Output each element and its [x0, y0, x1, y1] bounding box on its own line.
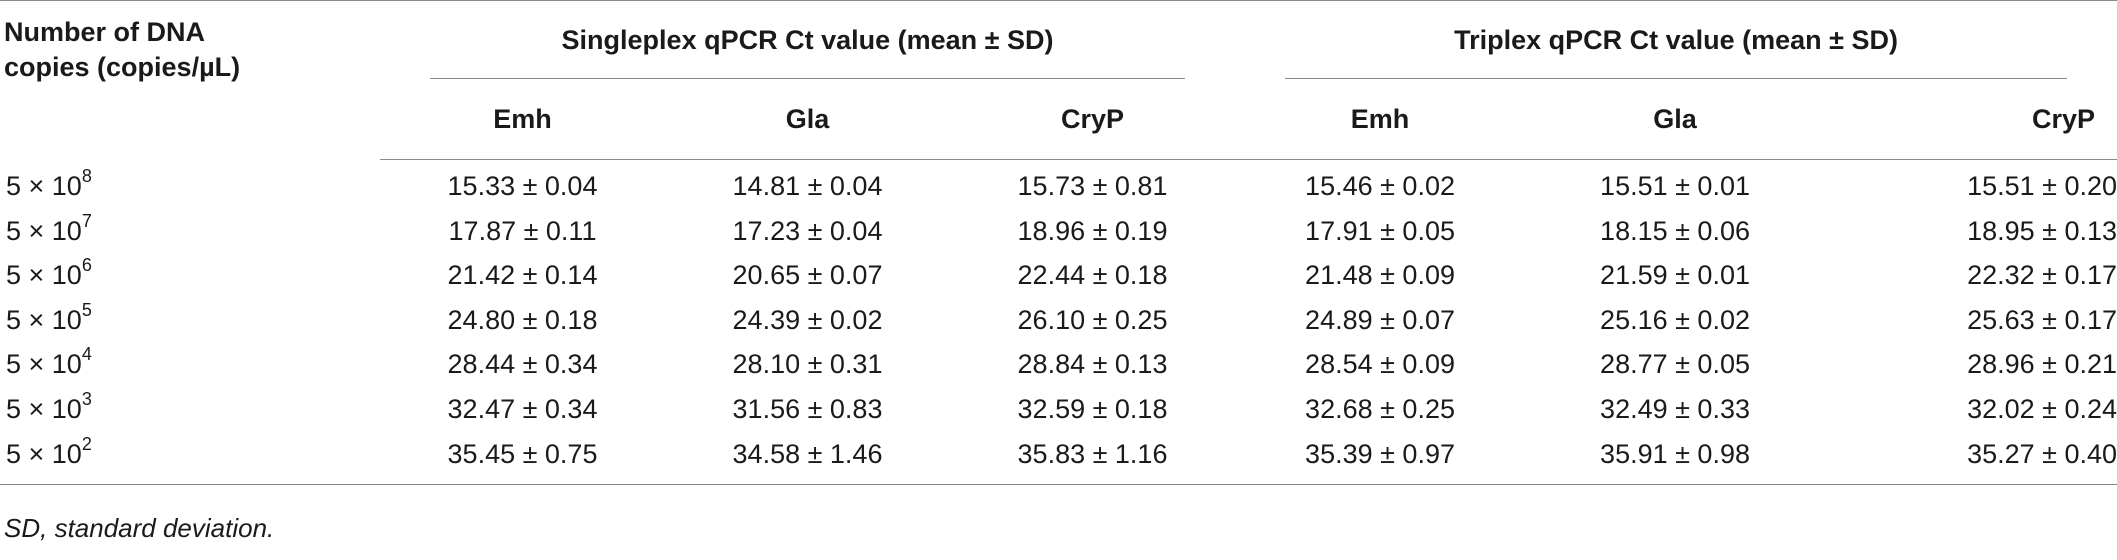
row-dna-copies: 5 × 103: [0, 387, 380, 432]
ct-value-cell: 28.44 ± 0.34: [447, 349, 598, 380]
ct-value-cell: 35.39 ± 0.97: [1305, 438, 1455, 469]
header-triplex-cryp: CryP: [1825, 79, 2117, 160]
ct-value-cell: 25.16 ± 0.02: [1600, 304, 1750, 335]
ct-value-cell: 32.59 ± 0.18: [1017, 394, 1168, 425]
ct-value-cell: 34.58 ± 1.46: [732, 438, 883, 469]
ct-value-cell: 35.91 ± 0.98: [1600, 438, 1750, 469]
ct-value-cell: 21.48 ± 0.09: [1305, 260, 1455, 291]
row-dna-copies: 5 × 105: [0, 298, 380, 343]
row-dna-copies: 5 × 108: [0, 160, 380, 209]
ct-value-cell: 28.77 ± 0.05: [1600, 349, 1750, 380]
ct-value-cell: 21.59 ± 0.01: [1600, 260, 1750, 291]
table-row: 5 × 104 28.44 ± 0.34 28.10 ± 0.31 28.84 ± 0…: [0, 342, 2117, 387]
copies-exponent: 2: [81, 433, 92, 454]
ct-value-cell: 18.15 ± 0.06: [1600, 215, 1750, 246]
header-triplex-label: Triplex qPCR Ct value (mean ± SD): [1454, 24, 1898, 55]
ct-value-cell: 21.42 ± 0.14: [447, 260, 598, 291]
ct-value-cell: 24.39 ± 0.02: [732, 304, 883, 335]
ct-value-cell: 28.84 ± 0.13: [1017, 349, 1168, 380]
ct-value-cell: 35.83 ± 1.16: [1017, 438, 1168, 469]
ct-value-cell: 32.02 ± 0.24: [1967, 394, 2117, 425]
ct-value-cell: 15.46 ± 0.02: [1305, 171, 1455, 202]
table-bottom-rule: [0, 476, 2117, 486]
ct-value-cell: 24.89 ± 0.07: [1305, 304, 1455, 335]
header-singleplex-label: Singleplex qPCR Ct value (mean ± SD): [561, 24, 1054, 55]
ct-value-table: Number of DNA copies (copies/µL) Singlep…: [0, 0, 2117, 486]
ct-value-cell: 28.96 ± 0.21: [1967, 349, 2117, 380]
header-triplex-group: Triplex qPCR Ct value (mean ± SD): [1235, 0, 2117, 79]
copies-exponent: 6: [81, 255, 92, 276]
ct-value-cell: 15.33 ± 0.04: [447, 171, 598, 202]
triplex-underline: [1285, 78, 2068, 79]
ct-value-cell: 28.10 ± 0.31: [732, 349, 883, 380]
copies-base: 5 × 10: [6, 349, 82, 380]
header-triplex-gla: Gla: [1525, 79, 1826, 160]
row-dna-copies: 5 × 104: [0, 342, 380, 387]
header-dna-copies-line1: Number of DNA: [4, 17, 205, 47]
ct-value-cell: 17.91 ± 0.05: [1305, 215, 1455, 246]
copies-base: 5 × 10: [6, 215, 82, 246]
table-footnote: SD, standard deviation.: [4, 513, 275, 543]
ct-value-cell: 22.44 ± 0.18: [1017, 260, 1168, 291]
ct-value-cell: 32.47 ± 0.34: [447, 394, 598, 425]
row-dna-copies: 5 × 106: [0, 253, 380, 298]
copies-base: 5 × 10: [6, 438, 82, 469]
table-row: 5 × 105 24.80 ± 0.18 24.39 ± 0.02 26.10 ± 0…: [0, 298, 2117, 343]
copies-base: 5 × 10: [6, 260, 82, 291]
header-singleplex-group: Singleplex qPCR Ct value (mean ± SD): [380, 0, 1236, 79]
ct-value-cell: 35.27 ± 0.40: [1967, 438, 2117, 469]
copies-exponent: 5: [81, 299, 92, 320]
ct-value-cell: 18.96 ± 0.19: [1017, 215, 1168, 246]
ct-value-cell: 15.51 ± 0.01: [1600, 171, 1750, 202]
table-body: 5 × 108 15.33 ± 0.04 14.81 ± 0.04 15.73 ± 0…: [0, 160, 2117, 477]
ct-value-cell: 17.23 ± 0.04: [732, 215, 883, 246]
table-row: 5 × 108 15.33 ± 0.04 14.81 ± 0.04 15.73 ± 0…: [0, 160, 2117, 209]
row-dna-copies: 5 × 107: [0, 209, 380, 254]
table-row: 5 × 103 32.47 ± 0.34 31.56 ± 0.83 32.59 ± 0…: [0, 387, 2117, 432]
ct-value-cell: 17.87 ± 0.11: [448, 215, 597, 246]
header-dna-copies-line2: copies (copies/µL): [4, 51, 241, 82]
copies-exponent: 3: [81, 389, 92, 410]
header-sub-row: Emh Gla CryP Emh Gla CryP: [0, 79, 2117, 160]
ct-value-cell: 25.63 ± 0.17: [1967, 304, 2117, 335]
header-singleplex-cryp: CryP: [950, 79, 1236, 160]
ct-value-cell: 28.54 ± 0.09: [1305, 349, 1455, 380]
table-row: 5 × 107 17.87 ± 0.11 17.23 ± 0.04 18.96 ± 0…: [0, 209, 2117, 254]
ct-value-cell: 18.95 ± 0.13: [1967, 215, 2117, 246]
table-row: 5 × 106 21.42 ± 0.14 20.65 ± 0.07 22.44 ± 0…: [0, 253, 2117, 298]
ct-value-cell: 24.80 ± 0.18: [447, 304, 598, 335]
ct-value-cell: 15.51 ± 0.20: [1967, 171, 2117, 202]
row-dna-copies: 5 × 102: [0, 432, 380, 477]
ct-value-cell: 32.68 ± 0.25: [1305, 394, 1455, 425]
copies-exponent: 4: [81, 344, 92, 365]
copies-base: 5 × 10: [6, 394, 82, 425]
ct-value-cell: 20.65 ± 0.07: [732, 260, 883, 291]
header-singleplex-gla: Gla: [665, 79, 950, 160]
header-dna-copies: Number of DNA copies (copies/µL): [0, 0, 380, 160]
ct-value-cell: 26.10 ± 0.25: [1017, 304, 1168, 335]
ct-value-cell: 15.73 ± 0.81: [1017, 171, 1168, 202]
data-table-container: Number of DNA copies (copies/µL) Singlep…: [0, 0, 2117, 486]
copies-exponent: 8: [81, 165, 92, 186]
header-singleplex-emh: Emh: [380, 79, 665, 160]
ct-value-cell: 14.81 ± 0.04: [732, 171, 883, 202]
copies-exponent: 7: [81, 210, 92, 231]
table-row: 5 × 102 35.45 ± 0.75 34.58 ± 1.46 35.83 ± 1…: [0, 432, 2117, 477]
ct-value-cell: 32.49 ± 0.33: [1600, 394, 1750, 425]
copies-base: 5 × 10: [6, 170, 82, 201]
header-group-row: Number of DNA copies (copies/µL) Singlep…: [0, 0, 2117, 160]
ct-value-cell: 31.56 ± 0.83: [732, 394, 883, 425]
ct-value-cell: 35.45 ± 0.75: [447, 438, 598, 469]
ct-value-cell: 22.32 ± 0.17: [1967, 260, 2117, 291]
singleplex-underline: [430, 78, 1186, 79]
copies-base: 5 × 10: [6, 304, 82, 335]
header-triplex-emh: Emh: [1235, 79, 1526, 160]
